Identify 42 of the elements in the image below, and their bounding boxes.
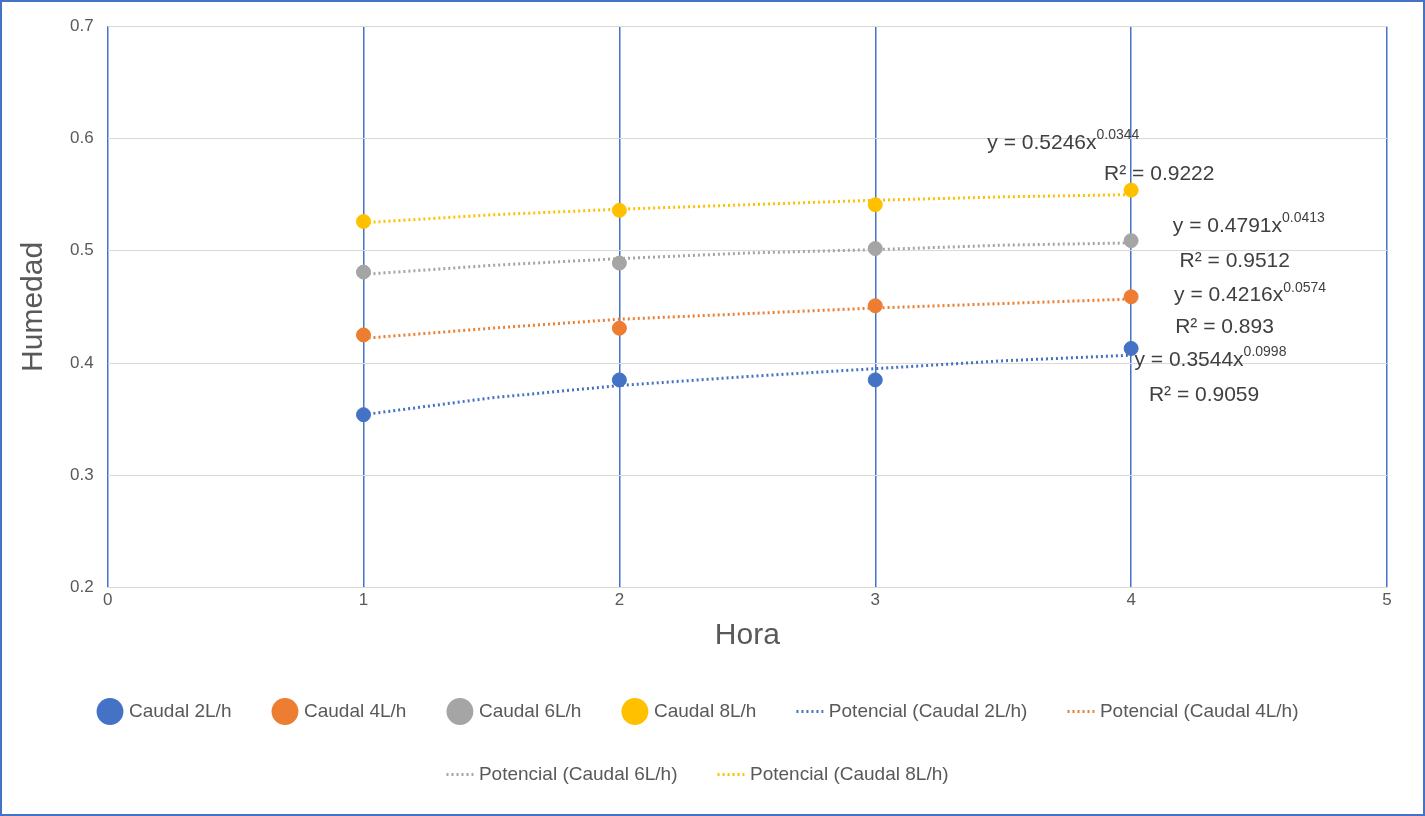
point	[1123, 340, 1139, 356]
x-tick-label: 0	[102, 590, 113, 610]
x-axis-title: Hora	[714, 617, 781, 651]
annotation: R² = 0.9222	[1104, 160, 1215, 184]
x-tick-label: 1	[358, 590, 369, 610]
point	[356, 214, 372, 230]
x-tick-label: 3	[870, 590, 880, 610]
y-tick-label: 0.6	[69, 128, 94, 148]
x-tick-label: 4	[1126, 590, 1136, 610]
point	[611, 202, 627, 218]
legend-label: Caudal 4L/h	[303, 699, 407, 721]
x-tick-label: 2	[614, 590, 625, 610]
y-tick-label: 0.4	[69, 352, 94, 372]
point	[356, 327, 372, 343]
point	[867, 241, 883, 257]
point	[611, 255, 627, 271]
legend-label: Caudal 6L/h	[478, 699, 582, 721]
legend-label: Potencial (Caudal 2L/h)	[828, 699, 1028, 721]
y-tick-label: 0.7	[69, 15, 94, 35]
legend-label: Caudal 2L/h	[129, 699, 232, 721]
point	[356, 407, 372, 423]
point	[1123, 233, 1139, 249]
point	[611, 320, 627, 336]
annotation: R² = 0.9059	[1148, 381, 1260, 405]
annotation: R² = 0.9512	[1179, 247, 1290, 271]
y-axis-title: Humedad	[15, 241, 49, 372]
legend-label: Potencial (Caudal 4L/h)	[1099, 699, 1299, 721]
legend-label: Potencial (Caudal 8L/h)	[750, 762, 949, 784]
annotation: R² = 0.893	[1175, 313, 1274, 337]
point	[867, 372, 883, 388]
y-tick-label: 0.2	[69, 577, 94, 597]
legend-label: Caudal 8L/h	[653, 699, 757, 721]
point	[1123, 289, 1139, 305]
point	[611, 372, 627, 388]
point	[867, 197, 883, 213]
point	[356, 264, 372, 280]
legend-label: Potencial (Caudal 6L/h)	[478, 762, 678, 784]
point	[867, 298, 883, 314]
x-tick-label: 5	[1382, 590, 1392, 610]
point	[1123, 182, 1139, 198]
y-tick-label: 0.5	[69, 240, 94, 260]
y-tick-label: 0.3	[69, 465, 94, 485]
